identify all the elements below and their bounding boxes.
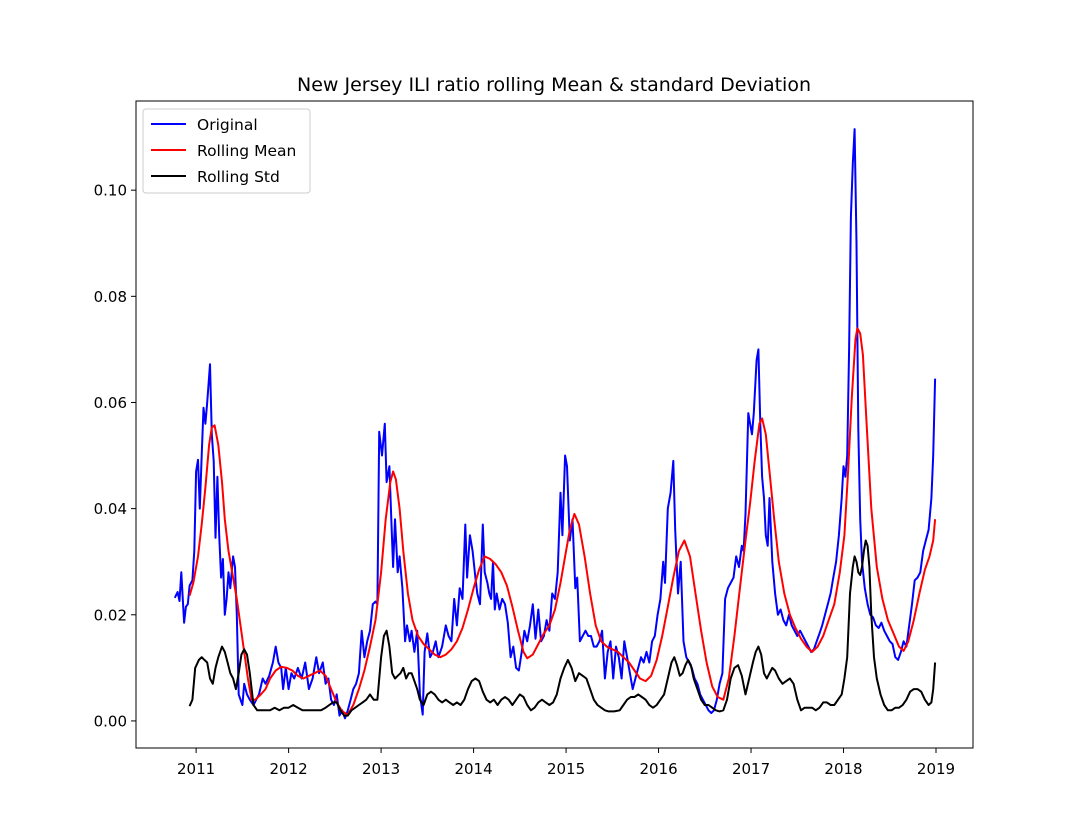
x-tick-label: 2013 <box>362 760 400 778</box>
legend: Original Rolling Mean Rolling Std <box>142 108 311 194</box>
x-tick-label: 2015 <box>547 760 585 778</box>
legend-label-rolling-std: Rolling Std <box>197 168 280 186</box>
legend-label-rolling-mean: Rolling Mean <box>197 142 296 160</box>
x-tick-label: 2017 <box>732 760 770 778</box>
series-layer <box>173 128 937 720</box>
plot-frame <box>135 100 974 749</box>
x-tick-label: 2012 <box>270 760 308 778</box>
x-axis: 2011 2012 2013 2014 2015 2016 2017 2018 2019 <box>177 748 955 778</box>
chart-title: New Jersey ILI ratio rolling Mean & stan… <box>297 74 811 96</box>
x-tick-label: 2011 <box>177 760 215 778</box>
x-tick-label: 2016 <box>639 760 677 778</box>
y-tick-label: 0.10 <box>94 182 127 200</box>
y-tick-label: 0.08 <box>94 288 127 306</box>
y-axis: 0.00 0.02 0.04 0.06 0.08 0.10 <box>94 182 136 730</box>
y-tick-label: 0.00 <box>94 712 127 730</box>
legend-label-original: Original <box>197 116 258 134</box>
x-tick-label: 2018 <box>824 760 862 778</box>
x-tick-label: 2019 <box>917 760 955 778</box>
y-tick-label: 0.04 <box>94 500 127 518</box>
x-tick-label: 2014 <box>454 760 492 778</box>
y-tick-label: 0.02 <box>94 606 127 624</box>
legend-box <box>142 108 311 194</box>
series-line-rolling-std <box>188 539 937 717</box>
y-tick-label: 0.06 <box>94 394 127 412</box>
series-line-rolling-mean <box>188 327 937 716</box>
